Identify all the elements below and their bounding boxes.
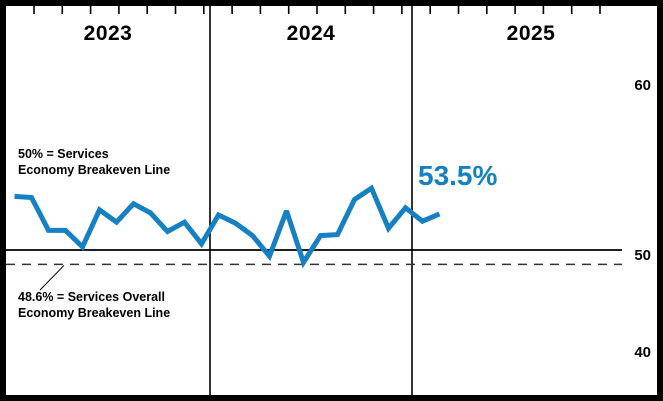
breakeven-50-annotation-line1: 50% = Services <box>18 147 109 161</box>
breakeven-486-annotation: 48.6% = Services Overall Economy Breakev… <box>18 289 170 321</box>
breakeven-50-annotation-line2: Economy Breakeven Line <box>18 163 171 177</box>
y-axis-tick-50: 50 <box>634 247 651 264</box>
y-axis-tick-60: 60 <box>634 77 651 94</box>
breakeven-50-annotation: 50% = Services Economy Breakeven Line <box>18 146 170 178</box>
x-axis-label-2023: 2023 <box>83 22 133 45</box>
x-axis-label-2025: 2025 <box>506 22 556 45</box>
y-axis-tick-40: 40 <box>634 344 651 361</box>
breakeven-486-annotation-line2: Economy Breakeven Line <box>18 306 171 320</box>
end-value-label: 53.5% <box>418 160 498 191</box>
breakeven-486-annotation-line1: 48.6% = Services Overall <box>18 290 165 304</box>
x-axis-label-2024: 2024 <box>286 22 336 45</box>
